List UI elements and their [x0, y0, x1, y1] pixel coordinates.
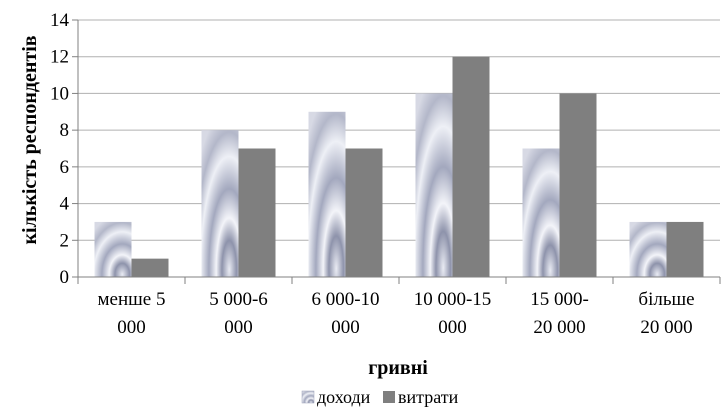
x-tick-label: 15 000-: [530, 289, 589, 310]
legend-label-витрати: витрати: [398, 387, 459, 407]
legend: доходи витрати: [301, 387, 459, 407]
legend-swatch-витрати: [383, 391, 395, 403]
bar-доходи: [308, 111, 346, 278]
y-tick-label: 4: [60, 194, 70, 215]
bar-доходи: [522, 148, 560, 277]
bar-доходи: [94, 221, 132, 277]
y-axis-title: кількість респондентів: [19, 35, 41, 244]
y-tick-label: 8: [60, 120, 70, 141]
legend-label-доходи: доходи: [317, 387, 371, 407]
x-tick-label: 20 000: [533, 317, 585, 338]
bar-доходи: [415, 93, 453, 277]
bar-витрати: [452, 56, 490, 277]
x-tick-label: 000: [331, 317, 360, 338]
bar-витрати: [345, 148, 383, 277]
tick-labels: 0 2 4 6 8 10 12 14 менше 5 000 5 000-6 000 6 000-10 0…: [50, 10, 695, 338]
bar-витрати: [131, 258, 169, 277]
legend-swatch-доходи: [301, 390, 315, 404]
bar-витрати: [238, 148, 276, 277]
y-tick-label: 6: [60, 157, 70, 178]
x-tick-label: менше 5: [98, 289, 166, 310]
gridlines: [78, 19, 720, 241]
y-tick-label: 2: [60, 230, 70, 251]
x-tick-label: 000: [438, 317, 467, 338]
y-tick-label: 14: [50, 10, 70, 31]
x-tick-label: 20 000: [640, 317, 692, 338]
x-tick-label: більше: [638, 289, 694, 310]
x-tick-label: 000: [117, 317, 146, 338]
x-tick-label: 10 000-15: [414, 289, 492, 310]
bars: [94, 56, 704, 278]
x-axis-title: гривні: [368, 357, 428, 379]
y-tick-label: 0: [60, 267, 70, 288]
x-tick-label: 000: [224, 317, 253, 338]
axes: [72, 19, 721, 284]
x-tick-label: 5 000-6: [209, 289, 268, 310]
x-tick-label: 6 000-10: [311, 289, 379, 310]
bar-доходи: [201, 130, 239, 277]
y-tick-label: 10: [50, 83, 69, 104]
bar-витрати: [559, 93, 597, 277]
bar-доходи: [629, 221, 667, 277]
bar-витрати: [666, 221, 704, 277]
y-tick-label: 12: [50, 47, 69, 68]
